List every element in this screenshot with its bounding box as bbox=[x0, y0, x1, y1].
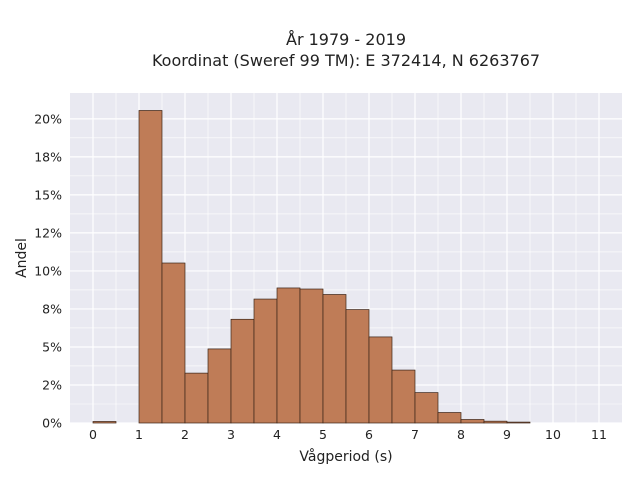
x-tick-label: 1 bbox=[135, 427, 143, 442]
x-tick-label: 11 bbox=[591, 427, 607, 442]
histogram-bar bbox=[92, 421, 117, 424]
x-tick-label: 8 bbox=[457, 427, 465, 442]
x-tick-label: 5 bbox=[319, 427, 327, 442]
histogram-bar bbox=[138, 110, 163, 424]
histogram-bar bbox=[253, 298, 278, 424]
y-tick-labels: 0% 2% 5% 8% 10% 12% 15% 18% 20% bbox=[34, 111, 62, 430]
histogram-bar bbox=[322, 294, 347, 424]
y-tick-label: 20% bbox=[34, 111, 62, 126]
x-tick-labels: 0 1 2 3 4 5 6 7 8 9 10 11 bbox=[89, 427, 607, 442]
y-tick-label: 10% bbox=[34, 263, 62, 278]
grid-lines bbox=[70, 93, 622, 424]
x-tick-label: 0 bbox=[89, 427, 97, 442]
bars bbox=[92, 110, 531, 424]
x-tick-label: 3 bbox=[227, 427, 235, 442]
y-tick-label: 0% bbox=[42, 416, 62, 431]
y-tick-label: 15% bbox=[34, 187, 62, 202]
histogram-bar bbox=[184, 372, 209, 424]
x-axis-label: Vågperiod (s) bbox=[299, 448, 392, 465]
x-tick-label: 9 bbox=[503, 427, 511, 442]
chart-title: År 1979 - 2019 bbox=[286, 30, 406, 49]
histogram-bar bbox=[368, 336, 393, 424]
x-tick-label: 10 bbox=[545, 427, 561, 442]
y-tick-label: 5% bbox=[42, 339, 62, 354]
histogram-bar bbox=[230, 318, 255, 424]
histogram-bar bbox=[299, 288, 324, 424]
histogram-bar bbox=[460, 419, 485, 424]
y-axis-label: Andel bbox=[14, 238, 30, 278]
x-tick-label: 6 bbox=[365, 427, 373, 442]
histogram-bar bbox=[414, 392, 439, 424]
histogram-bar bbox=[391, 369, 416, 424]
histogram-bar bbox=[276, 287, 301, 424]
x-tick-label: 7 bbox=[411, 427, 419, 442]
histogram-bar bbox=[437, 412, 462, 424]
y-tick-label: 12% bbox=[34, 225, 62, 240]
histogram-bar bbox=[506, 421, 531, 424]
x-tick-label: 2 bbox=[181, 427, 189, 442]
y-tick-label: 18% bbox=[34, 149, 62, 164]
histogram-bar bbox=[207, 348, 232, 424]
x-tick-label: 4 bbox=[273, 427, 281, 442]
histogram-bar bbox=[483, 420, 508, 424]
y-tick-label: 8% bbox=[42, 301, 62, 316]
histogram-bar bbox=[345, 309, 370, 424]
histogram-bar bbox=[161, 262, 186, 424]
chart-subtitle: Koordinat (Sweref 99 TM): E 372414, N 62… bbox=[152, 51, 540, 70]
y-tick-label: 2% bbox=[42, 377, 62, 392]
